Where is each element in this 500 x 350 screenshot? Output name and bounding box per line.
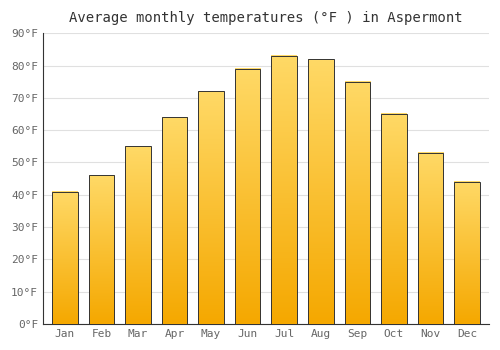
- Bar: [235, 69, 260, 324]
- Bar: [125, 146, 151, 324]
- Bar: [418, 153, 443, 324]
- Bar: [381, 114, 406, 324]
- Bar: [308, 59, 334, 324]
- Bar: [272, 56, 297, 324]
- Bar: [344, 82, 370, 324]
- Bar: [52, 191, 78, 324]
- Bar: [162, 117, 188, 324]
- Bar: [88, 175, 114, 324]
- Title: Average monthly temperatures (°F ) in Aspermont: Average monthly temperatures (°F ) in As…: [69, 11, 462, 25]
- Bar: [198, 91, 224, 324]
- Bar: [454, 182, 480, 324]
